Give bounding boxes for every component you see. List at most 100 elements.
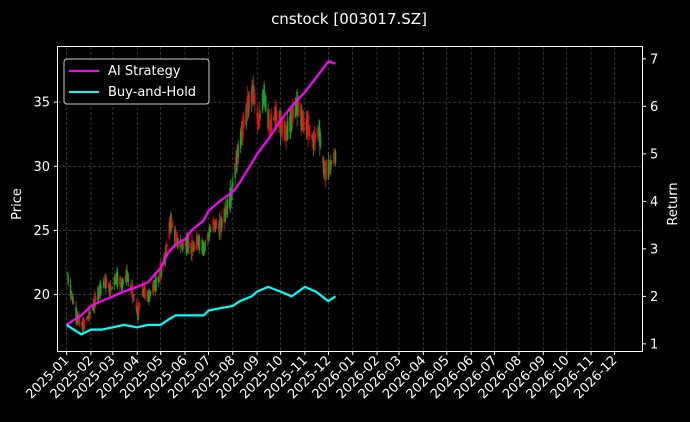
candle-body bbox=[297, 97, 300, 116]
candle-body bbox=[94, 296, 97, 304]
candle-body bbox=[327, 159, 330, 180]
candle-body bbox=[83, 322, 86, 325]
candle-body bbox=[224, 205, 227, 218]
candle-body bbox=[144, 287, 146, 299]
candle-body bbox=[242, 119, 245, 128]
y-right-tick-label: 4 bbox=[650, 195, 658, 210]
candle-body bbox=[72, 296, 74, 305]
candle-body bbox=[138, 303, 141, 309]
candle-body bbox=[114, 273, 117, 285]
candle-body bbox=[292, 106, 294, 119]
candle-body bbox=[66, 275, 69, 276]
candle-body bbox=[100, 286, 102, 289]
candle-body bbox=[303, 122, 305, 124]
y-left-tick-label: 30 bbox=[33, 160, 50, 175]
legend-label-ai-strategy: AI Strategy bbox=[108, 64, 181, 79]
candle-body bbox=[209, 231, 211, 233]
y-axis-left: 20 25 30 35 bbox=[33, 96, 58, 303]
candle-body bbox=[111, 286, 113, 288]
legend-label-buy-and-hold: Buy-and-Hold bbox=[108, 85, 196, 100]
candle-body bbox=[308, 125, 311, 137]
candle-body bbox=[319, 140, 322, 145]
candle-body bbox=[78, 313, 80, 326]
candle-body bbox=[166, 244, 168, 248]
candle-body bbox=[86, 316, 88, 321]
candle-body bbox=[267, 109, 269, 129]
candle-body bbox=[240, 126, 243, 145]
candle-body bbox=[258, 113, 261, 127]
candle-body bbox=[69, 284, 72, 297]
candle-body bbox=[131, 284, 134, 299]
candle-body bbox=[180, 242, 182, 247]
candle-body bbox=[264, 95, 267, 111]
candle-body bbox=[333, 152, 335, 164]
candle-body bbox=[109, 285, 112, 295]
candle-body bbox=[253, 94, 256, 105]
candle-body bbox=[215, 220, 218, 229]
candle-body bbox=[126, 277, 129, 279]
candle-body bbox=[132, 294, 135, 297]
legend-box bbox=[63, 58, 210, 105]
y-right-tick-label: 7 bbox=[650, 52, 658, 67]
candle-body bbox=[221, 218, 223, 229]
candle-body bbox=[102, 283, 105, 285]
plot-frame bbox=[57, 46, 643, 352]
candle-body bbox=[257, 113, 259, 126]
y-right-tick-label: 6 bbox=[650, 100, 658, 115]
candle-body bbox=[89, 312, 91, 314]
candle-body bbox=[137, 302, 140, 316]
y-right-tick-label: 3 bbox=[650, 242, 658, 257]
candle-body bbox=[126, 270, 128, 282]
candle-body bbox=[70, 292, 73, 295]
candle-body bbox=[188, 241, 190, 248]
candle-body bbox=[325, 160, 327, 180]
candle-body bbox=[334, 150, 337, 163]
y-axis-right: 1 2 3 4 5 6 7 bbox=[642, 52, 658, 352]
y-right-tick-label: 2 bbox=[650, 290, 658, 305]
candle-body bbox=[165, 245, 167, 256]
candle-body bbox=[191, 239, 193, 256]
candle-body bbox=[232, 182, 234, 187]
candle-body bbox=[203, 244, 206, 248]
candle-body bbox=[322, 160, 325, 175]
series-line-buy-and-hold bbox=[65, 285, 337, 336]
candle-body bbox=[322, 157, 324, 163]
candle-body bbox=[208, 229, 211, 238]
candle-body bbox=[141, 283, 144, 297]
candle-body bbox=[155, 276, 157, 291]
candle-body bbox=[275, 111, 278, 124]
y-right-tick-label: 5 bbox=[650, 147, 658, 162]
candle-body bbox=[149, 290, 152, 296]
candle-body bbox=[206, 234, 209, 240]
candle-body bbox=[263, 84, 265, 102]
candle-body bbox=[210, 230, 212, 232]
candle-body bbox=[330, 163, 333, 164]
candle-body bbox=[314, 132, 316, 142]
y-axis-left-label: Price bbox=[10, 188, 25, 220]
candle-body bbox=[285, 125, 287, 142]
candle-body bbox=[231, 185, 233, 196]
candle-body bbox=[168, 221, 171, 238]
candle-body bbox=[99, 282, 102, 297]
candle-body bbox=[281, 120, 283, 134]
candle-body bbox=[253, 87, 255, 101]
chart-title: cnstock [003017.SZ] bbox=[271, 10, 427, 28]
candle-body bbox=[157, 277, 160, 282]
candle-body bbox=[133, 297, 135, 299]
series-line-ai-strategy bbox=[65, 60, 336, 326]
y-left-tick-label: 35 bbox=[33, 96, 50, 111]
candle-body bbox=[286, 121, 289, 140]
candle-body bbox=[311, 134, 313, 139]
candle-body bbox=[88, 307, 91, 320]
candle-body bbox=[248, 95, 251, 110]
candle-body bbox=[259, 115, 262, 117]
y-right-tick-label: 1 bbox=[650, 337, 658, 352]
candle-body bbox=[226, 199, 229, 215]
candle-body bbox=[110, 288, 113, 290]
candle-body bbox=[86, 316, 89, 318]
candle-body bbox=[182, 243, 185, 247]
y-left-tick-label: 25 bbox=[33, 224, 50, 239]
candle-body bbox=[122, 279, 124, 285]
y-left-tick-label: 20 bbox=[33, 288, 50, 303]
